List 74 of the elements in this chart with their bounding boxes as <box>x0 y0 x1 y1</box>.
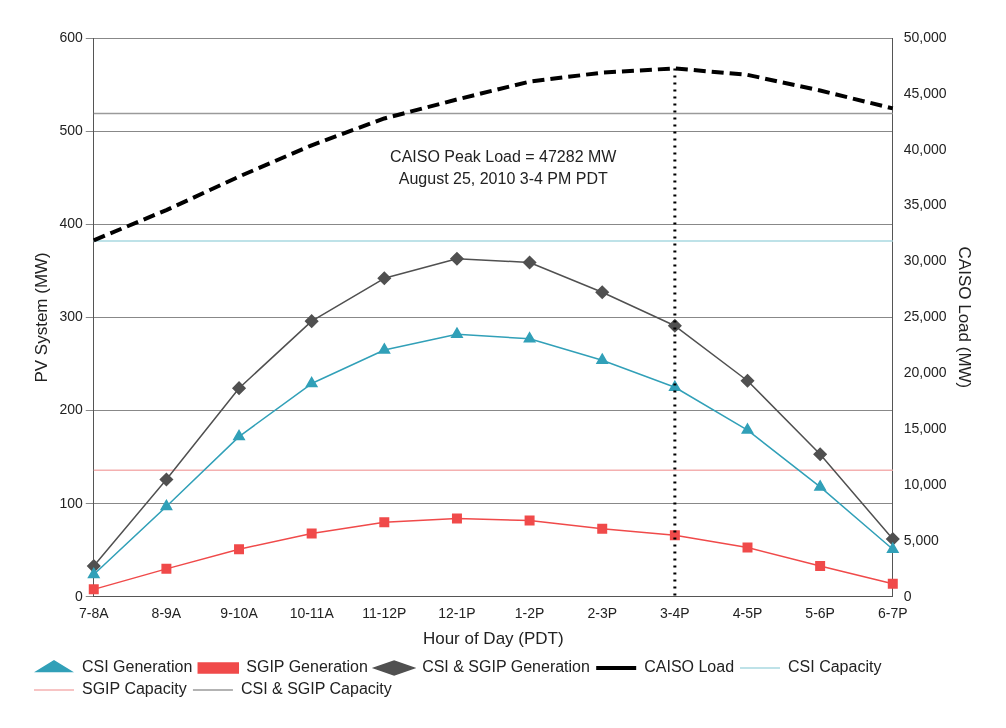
y2-tick-label: 20,000 <box>903 364 947 381</box>
point <box>378 343 391 354</box>
y2-axis-title: CAISO Load (MW) <box>955 246 975 389</box>
point <box>160 499 173 511</box>
legend-label: CSI Capacity <box>788 658 882 676</box>
point <box>159 472 174 487</box>
x-tick-label: 4-5P <box>732 605 763 622</box>
point <box>451 513 462 524</box>
x-tick-label: 5-6P <box>805 605 835 622</box>
point <box>597 523 608 534</box>
x-tick-label: 2-3P <box>587 605 618 622</box>
point <box>596 353 609 364</box>
point <box>813 447 827 462</box>
point <box>305 376 318 388</box>
y2-tick-label: 5,000 <box>903 531 940 548</box>
y2-tick-label: 0 <box>903 587 912 604</box>
point <box>87 567 100 579</box>
point <box>524 515 535 526</box>
x-tick-label: 3-4P <box>660 605 690 622</box>
y-tick-label: 600 <box>59 28 83 45</box>
point <box>234 544 245 555</box>
point <box>88 584 99 595</box>
point <box>886 542 899 554</box>
y-tick-label: 500 <box>59 121 83 138</box>
y-axis-title: PV System (MW) <box>31 252 51 383</box>
point <box>161 563 172 574</box>
point <box>304 314 319 328</box>
point <box>450 251 464 266</box>
point <box>233 429 245 441</box>
legend-label: CSI & SGIP Capacity <box>240 680 392 698</box>
y2-tick-label: 40,000 <box>903 140 947 157</box>
y2-tick-label: 25,000 <box>903 308 947 325</box>
y2-tick-label: 50,000 <box>903 28 947 45</box>
x-tick-label: 6-7P <box>877 605 908 622</box>
y-tick-label: 400 <box>59 215 83 232</box>
y-tick-label: 300 <box>59 308 83 325</box>
point <box>232 381 246 395</box>
point <box>306 528 317 539</box>
point <box>379 517 390 528</box>
y-tick-label: 0 <box>74 587 83 604</box>
x-tick-label: 7-8A <box>78 605 110 622</box>
y-tick-label: 100 <box>59 494 83 511</box>
point <box>595 285 609 299</box>
y2-tick-label: 10,000 <box>903 475 947 492</box>
point <box>740 373 755 388</box>
point <box>887 578 898 589</box>
point <box>377 271 392 286</box>
y2-tick-label: 35,000 <box>903 196 947 213</box>
annotation: August 25, 2010 3-4 PM PDT <box>398 170 608 188</box>
point <box>815 561 826 572</box>
x-tick-label: 11-12P <box>362 605 407 622</box>
y2-tick-label: 45,000 <box>903 84 947 101</box>
legend-label: CSI & SGIP Generation <box>422 658 590 676</box>
legend-label: CAISO Load <box>644 658 735 676</box>
x-tick-label: 12-1P <box>438 605 476 622</box>
point <box>522 255 537 270</box>
point <box>814 480 827 491</box>
point <box>741 423 754 434</box>
x-tick-label: 1-2P <box>514 605 545 622</box>
x-tick-label: 10-11A <box>289 605 335 622</box>
y-tick-label: 200 <box>59 401 83 418</box>
point <box>742 542 753 553</box>
annotation: CAISO Peak Load = 47282 MW <box>390 148 618 166</box>
legend-label: SGIP Generation <box>246 658 368 676</box>
point <box>523 332 536 343</box>
legend-label: SGIP Capacity <box>82 680 187 698</box>
point <box>451 327 463 338</box>
x-tick-label: 8-9A <box>151 605 182 622</box>
point <box>886 532 900 546</box>
x-axis-title: Hour of Day (PDT) <box>422 629 564 649</box>
y2-tick-label: 30,000 <box>903 252 947 269</box>
x-tick-label: 9-10A <box>220 605 259 622</box>
y2-tick-label: 15,000 <box>903 420 947 437</box>
legend-label: CSI Generation <box>82 658 193 676</box>
